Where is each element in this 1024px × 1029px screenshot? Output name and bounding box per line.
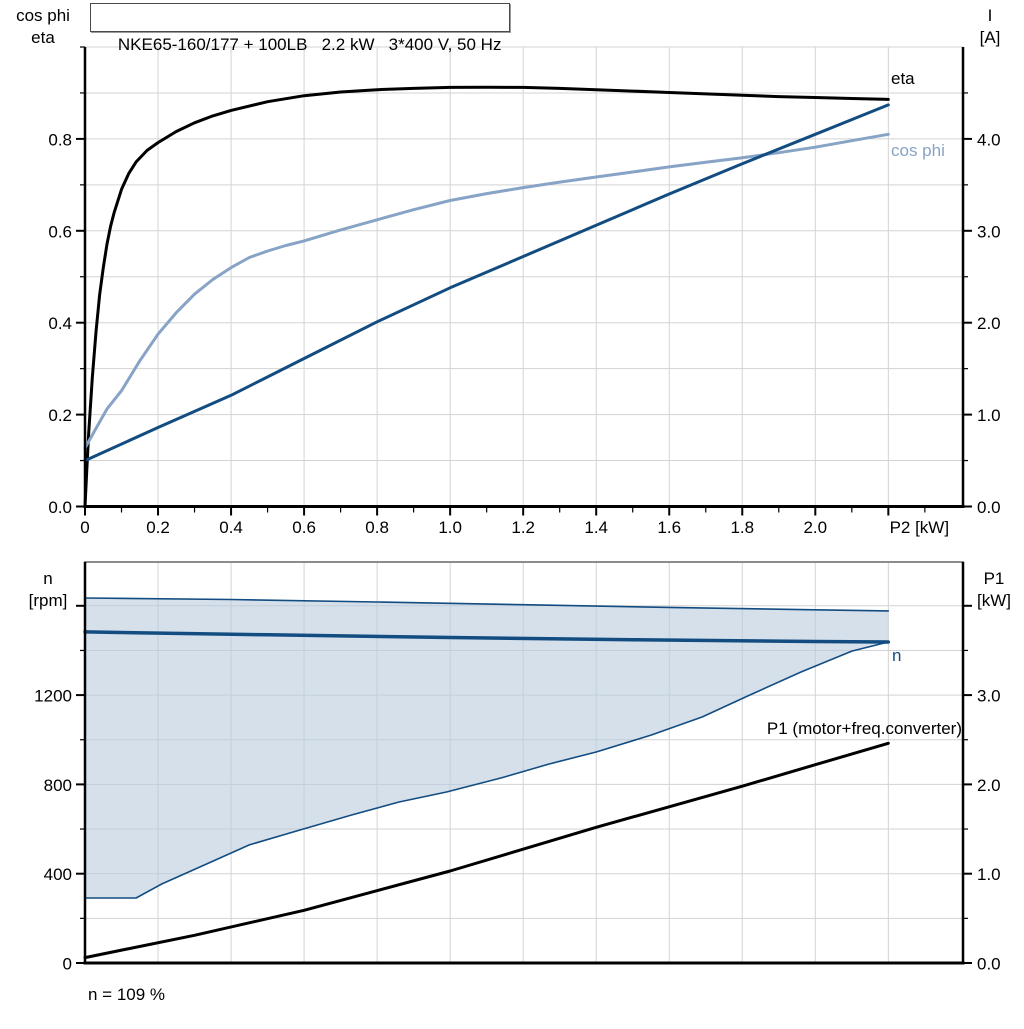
y-right-tick-label: 3.0	[977, 222, 1001, 241]
bottom-left-axis-title-rpm: [rpm]	[29, 591, 68, 610]
annotation-n: n	[892, 646, 901, 665]
top-left-axis-title-cosphi: cos phi	[16, 6, 70, 25]
x-axis-unit-label: P2 [kW]	[890, 518, 950, 537]
series-cos-phi	[83, 132, 890, 450]
y-right-tick-label: 2.0	[977, 314, 1001, 333]
series-eta	[83, 85, 890, 508]
series-n-min	[84, 641, 890, 899]
y-left-tick-label: 0.4	[48, 314, 72, 333]
annotation-p1-motor-freq-converter: P1 (motor+freq.converter)	[767, 719, 962, 738]
y-left-tick-label: 1200	[34, 687, 72, 706]
y-right-tick-label: 1.0	[977, 406, 1001, 425]
series-p1-motor-freq-converter	[83, 741, 890, 960]
y-right-tick-label: 0.0	[977, 955, 1001, 974]
y-left-tick-label: 400	[44, 865, 72, 884]
top-right-axis-title-unit-a: [A]	[980, 28, 1001, 47]
y-right-tick-label: 3.0	[977, 687, 1001, 706]
y-left-tick-label: 0.0	[48, 498, 72, 517]
y-left-tick-label: 0.6	[48, 222, 72, 241]
y-right-tick-label: 0.0	[977, 498, 1001, 517]
y-left-tick-label: 0.2	[48, 406, 72, 425]
x-tick-label: 1.4	[584, 518, 608, 537]
y-right-tick-label: 2.0	[977, 776, 1001, 795]
y-left-tick-label: 800	[44, 776, 72, 795]
top-right-axis-title-i: I	[988, 6, 993, 25]
y-right-tick-label: 1.0	[977, 865, 1001, 884]
x-tick-label: 0	[80, 518, 89, 537]
y-left-tick-label: 0.8	[48, 130, 72, 149]
chart-title: NKE65-160/177 + 100LB 2.2 kW 3*400 V, 50…	[117, 35, 502, 54]
top-chart: 0 0.2 0.4 0.6 0.8 1.0 1.2 1.4 1.6 1.8 2.0 P2 [kW] 0.…	[48, 46, 1001, 537]
top-left-axis-title-eta: eta	[31, 28, 55, 47]
speed-percent-note: n = 109 %	[88, 985, 165, 1004]
x-tick-label: 2.0	[803, 518, 827, 537]
series-n-max	[84, 597, 890, 612]
bottom-left-axis-title-n: n	[43, 569, 52, 588]
x-tick-label: 1.0	[438, 518, 462, 537]
y-left-tick-label: 0	[63, 955, 72, 974]
annotation-eta: eta	[891, 69, 915, 88]
x-tick-label: 0.8	[365, 518, 389, 537]
x-tick-label: 0.4	[219, 518, 243, 537]
x-tick-label: 1.8	[730, 518, 754, 537]
chart-title-box: NKE65-160/177 + 100LB 2.2 kW 3*400 V, 50…	[90, 3, 511, 54]
x-tick-label: 0.2	[146, 518, 170, 537]
bottom-right-axis-title-kw: [kW]	[977, 591, 1011, 610]
speed-control-range	[85, 598, 889, 898]
y-right-tick-label: 4.0	[977, 130, 1001, 149]
annotation-cos-phi: cos phi	[891, 141, 945, 160]
x-tick-label: 1.2	[511, 518, 535, 537]
x-tick-label: 1.6	[657, 518, 681, 537]
x-tick-label: 0.6	[292, 518, 316, 537]
bottom-right-axis-title-p1: P1	[984, 569, 1005, 588]
bottom-chart: 0 400 800 1200 0.0 1.0 2.0 3.0 n P1 (motor+freq.c…	[34, 561, 1001, 974]
series-n	[83, 630, 891, 644]
series-current-I	[83, 103, 890, 463]
